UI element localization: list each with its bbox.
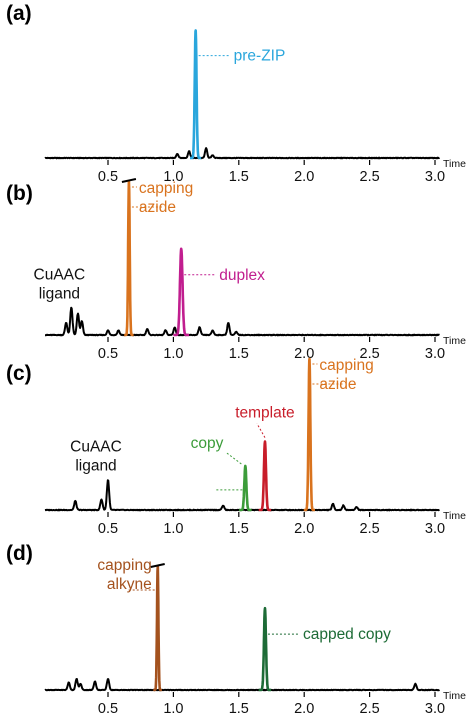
x-axis-label: Time: [443, 335, 466, 347]
peak-label: pre-ZIP: [234, 48, 286, 65]
x-tick-label: 0.5: [98, 346, 118, 362]
panel-d: (d) capping alkyne capped copy 0.5 1.0 1.5 2.0 2…: [6, 542, 466, 717]
peak-label: capped copy: [303, 626, 391, 643]
baseline-trace: [44, 306, 440, 337]
x-axis-label: Time: [443, 510, 466, 522]
peak-label: copy: [191, 435, 224, 452]
x-tick-label: 2.0: [294, 346, 314, 362]
peak-label: capping alkyne: [97, 557, 151, 593]
peak-label: capping azide: [139, 180, 193, 216]
peak-label: template: [235, 405, 294, 422]
clip-mark: [150, 563, 165, 568]
x-tick-label: 1.5: [229, 346, 249, 362]
peak-1: [172, 247, 191, 337]
x-tick-label: 2.5: [360, 521, 380, 537]
x-tick-label: 3.0: [425, 521, 445, 537]
peak-label: capping azide: [319, 357, 373, 393]
peak-label: CuAAC ligand: [70, 439, 122, 475]
peak-0: [152, 565, 163, 692]
x-tick-label: 2.5: [360, 701, 380, 717]
peak-2: [257, 440, 273, 512]
x-tick-label: 1.5: [229, 521, 249, 537]
peak-3: [302, 357, 317, 512]
x-tick-label: 1.5: [229, 169, 249, 185]
panel-c: (c) CuAAC ligand copy template capping azide 0.…: [6, 357, 466, 537]
x-tick-label: 2.0: [294, 521, 314, 537]
x-tick-label: 2.5: [360, 169, 380, 185]
peak-label: duplex: [219, 267, 265, 284]
x-tick-label: 3.0: [425, 169, 445, 185]
x-axis-label: Time: [443, 158, 466, 170]
peak-1: [238, 464, 253, 512]
x-tick-label: 1.0: [163, 346, 183, 362]
x-tick-label: 1.5: [229, 701, 249, 717]
panel-letter: (d): [6, 542, 33, 565]
peak-1: [257, 606, 273, 692]
label-leader: [225, 451, 242, 465]
x-tick-label: 1.0: [163, 169, 183, 185]
peak-0: [123, 179, 135, 337]
peak-label: CuAAC ligand: [34, 266, 86, 302]
panel-letter: (b): [6, 182, 33, 205]
x-tick-label: 0.5: [98, 169, 118, 185]
panel-letter: (a): [6, 2, 32, 25]
baseline-trace: [44, 147, 441, 160]
peak-0: [188, 29, 203, 160]
x-tick-label: 2.5: [360, 346, 380, 362]
x-axis-label: Time: [443, 690, 466, 702]
panel-b: (b) capping azide duplex CuAAC ligand 0.5 1.0 1.…: [6, 178, 466, 362]
x-tick-label: 1.0: [163, 701, 183, 717]
x-tick-label: 1.0: [163, 521, 183, 537]
x-tick-label: 0.5: [98, 521, 118, 537]
panel-letter: (c): [6, 362, 32, 385]
baseline-trace: [44, 678, 441, 692]
x-tick-label: 2.0: [294, 169, 314, 185]
x-tick-label: 3.0: [425, 701, 445, 717]
x-tick-label: 0.5: [98, 701, 118, 717]
label-leader: [256, 423, 266, 438]
x-tick-label: 2.0: [294, 701, 314, 717]
clip-mark: [121, 178, 137, 183]
x-tick-label: 3.0: [425, 346, 445, 362]
